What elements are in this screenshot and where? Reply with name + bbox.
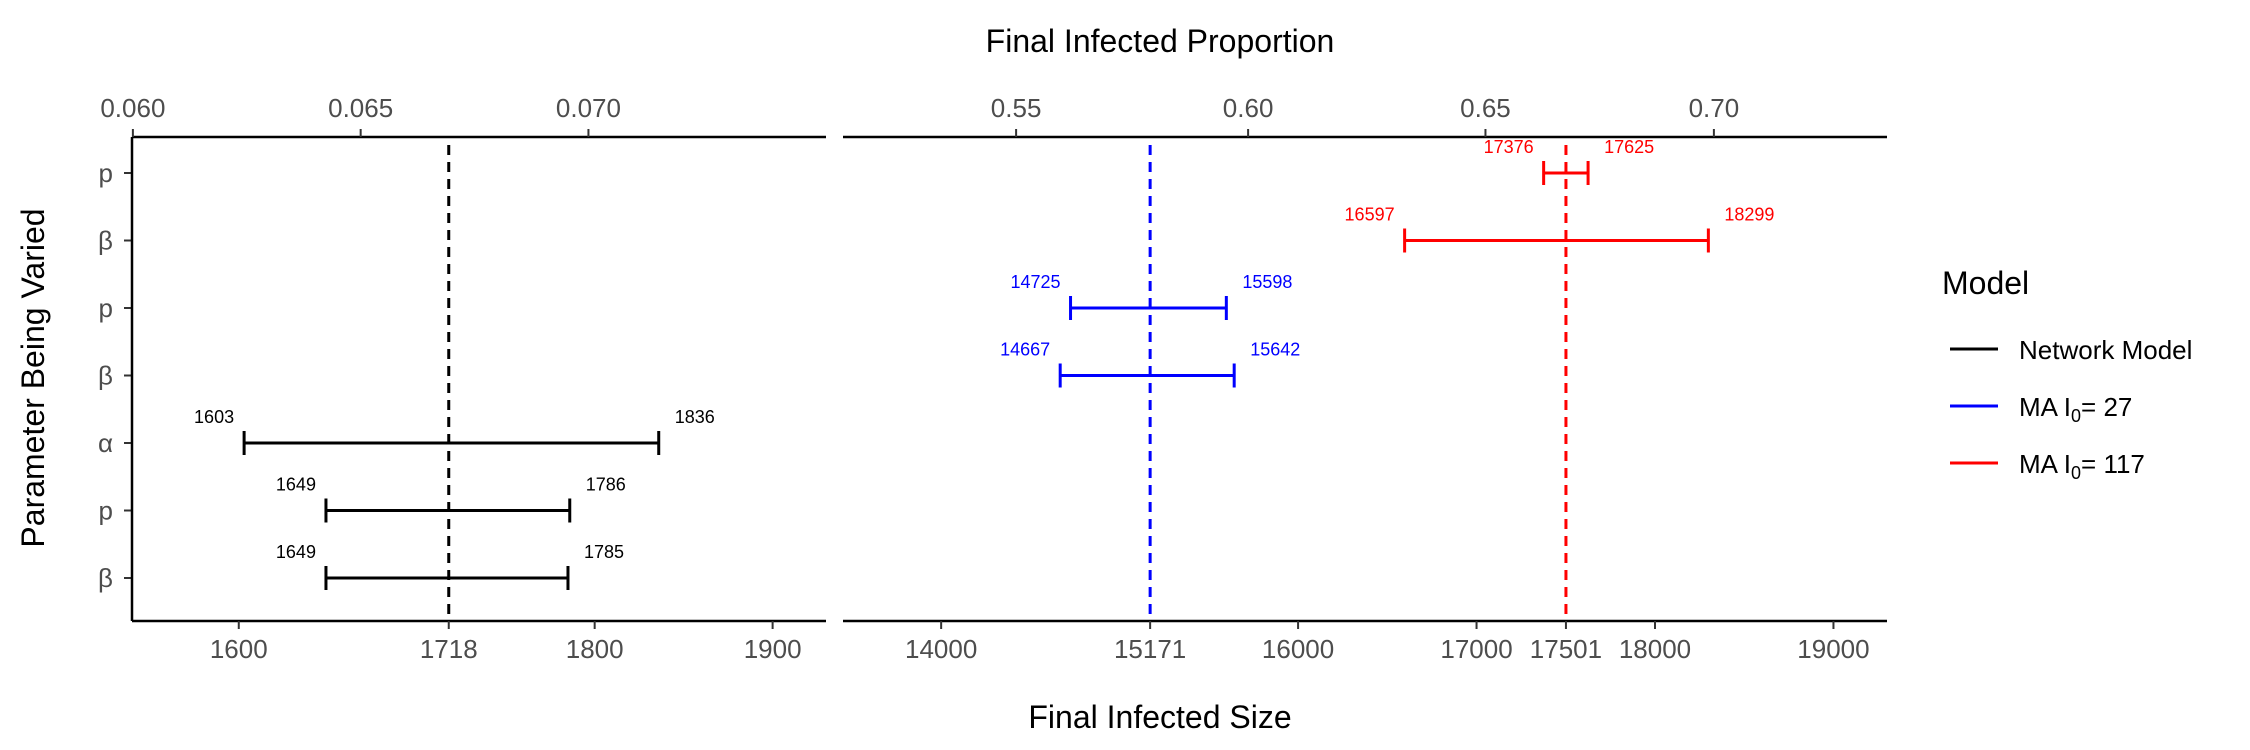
x-tick-label: 19000 xyxy=(1797,634,1869,664)
top-tick-label: 0.65 xyxy=(1460,93,1511,123)
top-tick-label: 0.70 xyxy=(1689,93,1740,123)
legend-label: MA I0= 27 xyxy=(2019,392,2132,426)
chart-title: Final Infected Proportion xyxy=(986,23,1335,59)
error-bar-high-label: 15642 xyxy=(1250,340,1300,360)
error-bar-high-label: 17625 xyxy=(1604,137,1654,157)
error-bar: 1649 1786 xyxy=(276,475,626,523)
x-tick-label: 1900 xyxy=(744,634,802,664)
y-tick-label: p xyxy=(99,496,113,526)
error-bar: 14725 15598 xyxy=(1010,272,1292,320)
error-bar-high-label: 1785 xyxy=(584,542,624,562)
x-tick-label: 14000 xyxy=(905,634,977,664)
x-tick-label: 18000 xyxy=(1619,634,1691,664)
legend-label: MA I0= 117 xyxy=(2019,449,2145,483)
error-bar-low-label: 14667 xyxy=(1000,340,1050,360)
y-tick-label: p xyxy=(99,158,113,188)
top-tick-label: 0.060 xyxy=(100,93,165,123)
legend-item-network: Network Model xyxy=(1950,335,2192,365)
error-bar-low-label: 17376 xyxy=(1484,137,1534,157)
error-bar: 17376 17625 xyxy=(1484,137,1654,185)
chart-panels: p β p β α p β 1600 1718 1800 1900 0.060 0.065 0.070 16… xyxy=(98,93,1887,664)
legend-item-ma27: MA I0= 27 xyxy=(1950,392,2132,426)
error-bar-low-label: 16597 xyxy=(1345,205,1395,225)
x-tick-label: 1718 xyxy=(420,634,478,664)
error-bar-high-label: 1786 xyxy=(586,475,626,495)
legend-label: Network Model xyxy=(2019,335,2192,365)
error-bar: 14667 15642 xyxy=(1000,340,1300,388)
y-tick-label: p xyxy=(99,293,113,323)
error-bar-low-label: 1649 xyxy=(276,475,316,495)
error-bar-low-label: 1603 xyxy=(194,407,234,427)
y-tick-label: β xyxy=(98,226,113,256)
x-axis-label: Final Infected Size xyxy=(1028,699,1291,735)
top-tick-label: 0.070 xyxy=(556,93,621,123)
x-tick-label: 17000 xyxy=(1440,634,1512,664)
y-axis-label: Parameter Being Varied xyxy=(15,208,51,547)
error-bar-high-label: 18299 xyxy=(1724,205,1774,225)
error-bar: 1603 1836 xyxy=(194,407,715,455)
error-bar: 1649 1785 xyxy=(276,542,624,590)
error-bar-high-label: 15598 xyxy=(1242,272,1292,292)
panel-mass-action: 14000 15171 16000 17000 17501 18000 19000 0.55 0… xyxy=(843,93,1887,664)
y-tick-label: β xyxy=(98,563,113,593)
x-tick-label: 15171 xyxy=(1114,634,1186,664)
x-tick-label: 1600 xyxy=(210,634,268,664)
top-tick-label: 0.60 xyxy=(1223,93,1274,123)
legend-item-ma117: MA I0= 117 xyxy=(1950,449,2145,483)
error-bar-high-label: 1836 xyxy=(675,407,715,427)
x-tick-label: 1800 xyxy=(566,634,624,664)
top-tick-label: 0.065 xyxy=(328,93,393,123)
error-bar-low-label: 1649 xyxy=(276,542,316,562)
legend: Model Network Model MA I0= 27 MA I0= 117 xyxy=(1942,265,2192,483)
y-tick-label: β xyxy=(98,361,113,391)
legend-title: Model xyxy=(1942,265,2029,301)
x-tick-label: 17501 xyxy=(1530,634,1602,664)
error-bar: 16597 18299 xyxy=(1345,205,1774,253)
y-tick-label: α xyxy=(98,428,113,458)
error-bar-low-label: 14725 xyxy=(1010,272,1060,292)
x-tick-label: 16000 xyxy=(1262,634,1334,664)
top-tick-label: 0.55 xyxy=(991,93,1042,123)
